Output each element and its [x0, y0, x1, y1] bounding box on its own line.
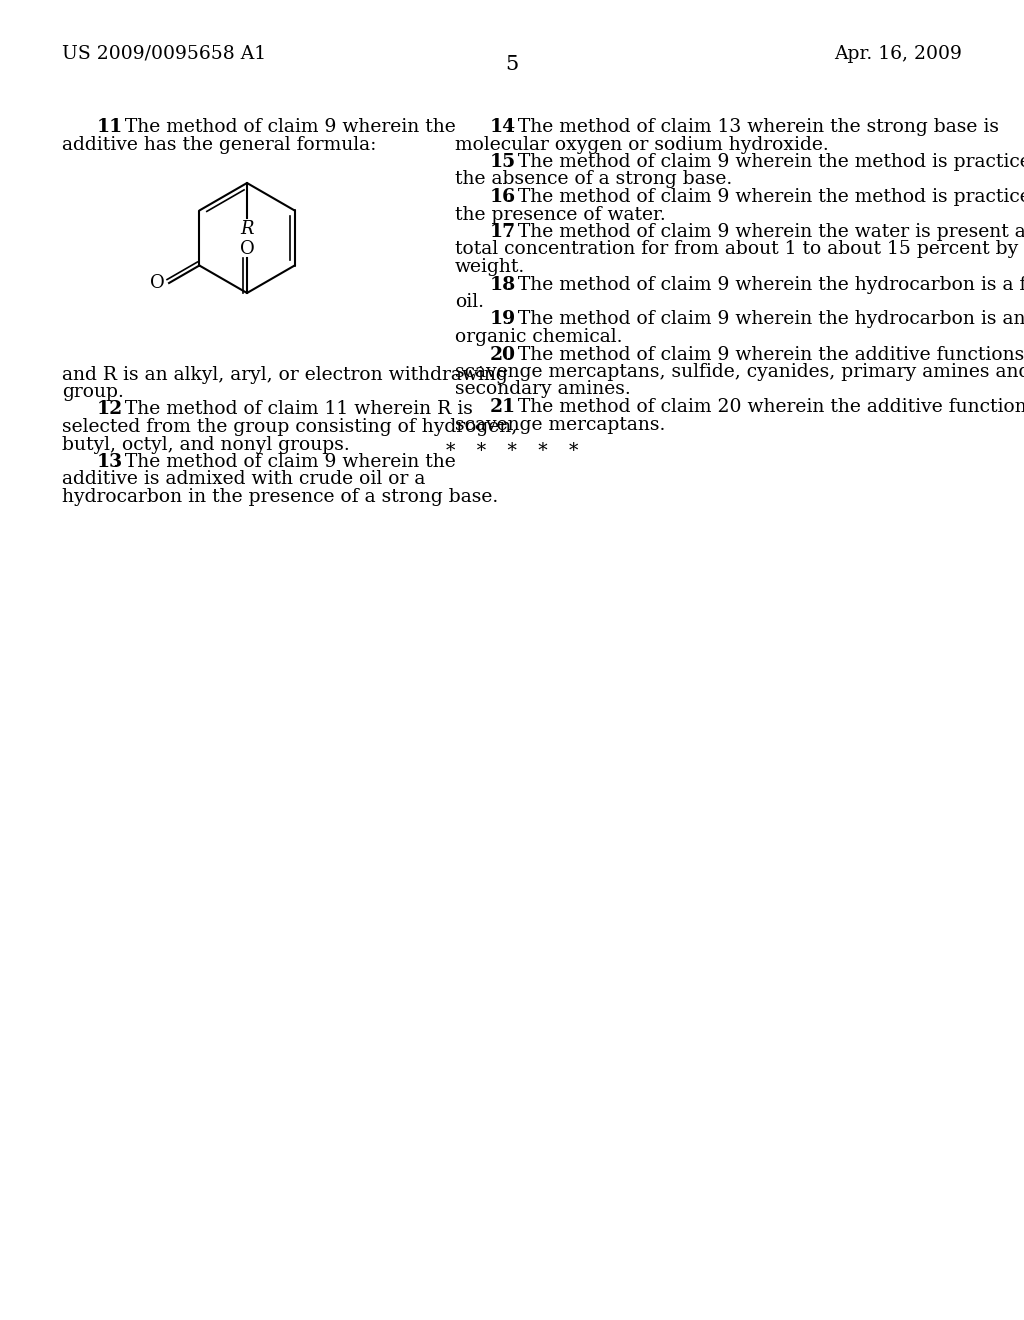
- Text: *   *   *   *   *: * * * * *: [445, 442, 579, 459]
- Text: secondary amines.: secondary amines.: [455, 380, 631, 399]
- Text: butyl, octyl, and nonyl groups.: butyl, octyl, and nonyl groups.: [62, 436, 350, 454]
- Text: 17: 17: [490, 223, 516, 242]
- Text: group.: group.: [62, 383, 124, 401]
- Text: . The method of claim 9 wherein the hydrocarbon is an: . The method of claim 9 wherein the hydr…: [506, 310, 1024, 329]
- Text: 21: 21: [490, 399, 516, 416]
- Text: 5: 5: [506, 55, 518, 74]
- Text: . The method of claim 9 wherein the hydrocarbon is a fuel: . The method of claim 9 wherein the hydr…: [506, 276, 1024, 293]
- Text: the absence of a strong base.: the absence of a strong base.: [455, 170, 732, 189]
- Text: oil.: oil.: [455, 293, 484, 312]
- Text: the presence of water.: the presence of water.: [455, 206, 666, 223]
- Text: additive is admixed with crude oil or a: additive is admixed with crude oil or a: [62, 470, 425, 488]
- Text: 20: 20: [490, 346, 516, 363]
- Text: molecular oxygen or sodium hydroxide.: molecular oxygen or sodium hydroxide.: [455, 136, 828, 153]
- Text: scavenge mercaptans.: scavenge mercaptans.: [455, 416, 666, 433]
- Text: organic chemical.: organic chemical.: [455, 327, 623, 346]
- Text: Apr. 16, 2009: Apr. 16, 2009: [835, 45, 962, 63]
- Text: weight.: weight.: [455, 257, 525, 276]
- Text: US 2009/0095658 A1: US 2009/0095658 A1: [62, 45, 266, 63]
- Text: . The method of claim 9 wherein the: . The method of claim 9 wherein the: [113, 117, 456, 136]
- Text: 15: 15: [490, 153, 516, 172]
- Text: . The method of claim 20 wherein the additive functions to: . The method of claim 20 wherein the add…: [506, 399, 1024, 416]
- Text: R: R: [241, 220, 254, 238]
- Text: 13: 13: [97, 453, 123, 471]
- Text: additive has the general formula:: additive has the general formula:: [62, 136, 377, 153]
- Text: . The method of claim 13 wherein the strong base is: . The method of claim 13 wherein the str…: [506, 117, 998, 136]
- Text: 14: 14: [490, 117, 516, 136]
- Text: . The method of claim 9 wherein the water is present at a: . The method of claim 9 wherein the wate…: [506, 223, 1024, 242]
- Text: selected from the group consisting of hydrogen,: selected from the group consisting of hy…: [62, 418, 517, 436]
- Text: 19: 19: [490, 310, 516, 329]
- Text: and R is an alkyl, aryl, or electron withdrawing: and R is an alkyl, aryl, or electron wit…: [62, 366, 508, 384]
- Text: 12: 12: [97, 400, 123, 418]
- Text: . The method of claim 11 wherein R is: . The method of claim 11 wherein R is: [113, 400, 472, 418]
- Text: . The method of claim 9 wherein the additive functions to: . The method of claim 9 wherein the addi…: [506, 346, 1024, 363]
- Text: . The method of claim 9 wherein the method is practiced in: . The method of claim 9 wherein the meth…: [506, 187, 1024, 206]
- Text: . The method of claim 9 wherein the: . The method of claim 9 wherein the: [113, 453, 456, 471]
- Text: 16: 16: [490, 187, 516, 206]
- Text: scavenge mercaptans, sulfide, cyanides, primary amines and: scavenge mercaptans, sulfide, cyanides, …: [455, 363, 1024, 381]
- Text: hydrocarbon in the presence of a strong base.: hydrocarbon in the presence of a strong …: [62, 488, 499, 506]
- Text: 18: 18: [490, 276, 516, 293]
- Text: total concentration for from about 1 to about 15 percent by: total concentration for from about 1 to …: [455, 240, 1018, 259]
- Text: 11: 11: [97, 117, 123, 136]
- Text: O: O: [150, 275, 165, 292]
- Text: . The method of claim 9 wherein the method is practiced in: . The method of claim 9 wherein the meth…: [506, 153, 1024, 172]
- Text: O: O: [240, 240, 254, 257]
